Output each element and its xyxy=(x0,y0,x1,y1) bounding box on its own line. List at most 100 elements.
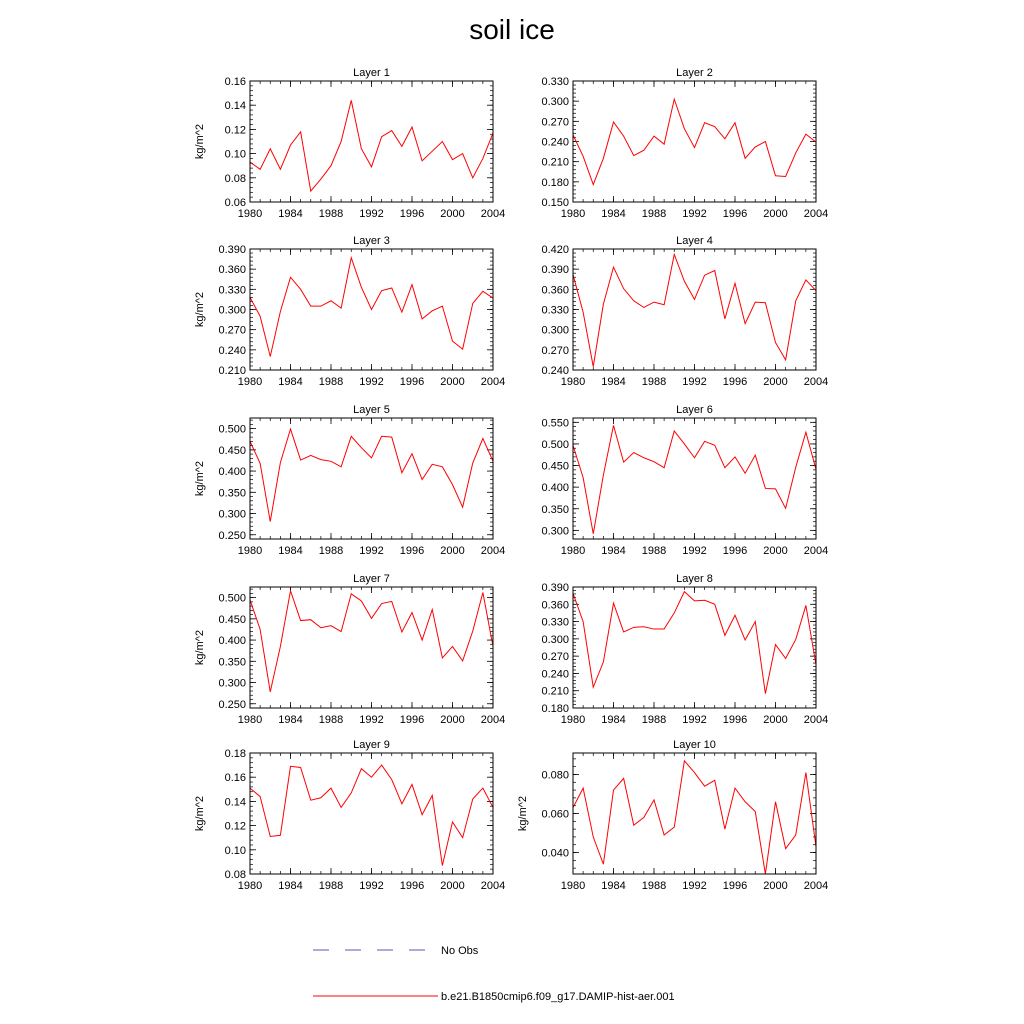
x-tick-label: 1996 xyxy=(400,545,424,557)
y-tick-label: 0.12 xyxy=(225,821,246,833)
x-tick-label: 2004 xyxy=(481,545,505,557)
x-tick-label: 1992 xyxy=(359,208,383,220)
y-tick-label: 0.330 xyxy=(218,284,246,296)
series-line xyxy=(249,588,494,692)
chart-panel-7: Layer 7 1980 1984 1988 1992 1996 2000 2004 0.250… xyxy=(194,573,505,726)
y-tick-label: 0.350 xyxy=(541,504,569,516)
y-tick-label: 0.390 xyxy=(541,264,569,276)
y-tick-label: 0.350 xyxy=(218,487,246,499)
y-tick-label: 0.14 xyxy=(225,796,246,808)
series-line xyxy=(572,97,817,186)
y-tick-label: 0.390 xyxy=(218,244,246,256)
x-tick-label: 2000 xyxy=(440,376,464,388)
x-tick-label: 1988 xyxy=(319,208,343,220)
x-tick-label: 2000 xyxy=(440,714,464,726)
y-tick-label: 0.18 xyxy=(225,748,246,760)
y-tick-label: 0.300 xyxy=(218,509,246,521)
x-tick-label: 2000 xyxy=(763,376,787,388)
x-tick-label: 1980 xyxy=(561,208,585,220)
x-tick-label: 1980 xyxy=(561,880,585,892)
x-tick-label: 1988 xyxy=(642,208,666,220)
x-tick-label: 1992 xyxy=(682,208,706,220)
x-tick-label: 1984 xyxy=(278,714,302,726)
panel-title: Layer 8 xyxy=(676,573,713,585)
x-tick-label: 1996 xyxy=(400,880,424,892)
x-tick-label: 2004 xyxy=(481,880,505,892)
chart-panel-4: Layer 4 1980 1984 1988 1992 1996 2000 2004 0.240… xyxy=(541,235,828,388)
y-tick-label: 0.550 xyxy=(541,417,569,429)
chart-panel-9: Layer 9 1980 1984 1988 1992 1996 2000 2004 0.08 0… xyxy=(194,739,505,892)
x-tick-label: 1984 xyxy=(601,714,625,726)
x-tick-label: 1992 xyxy=(682,545,706,557)
x-tick-label: 1984 xyxy=(601,880,625,892)
y-axis-label: kg/m^2 xyxy=(517,796,529,831)
x-tick-label: 2000 xyxy=(763,880,787,892)
y-tick-label: 0.10 xyxy=(225,149,246,161)
panel-title: Layer 4 xyxy=(676,235,713,247)
x-tick-label: 2000 xyxy=(440,208,464,220)
x-tick-label: 2004 xyxy=(481,714,505,726)
y-tick-label: 0.180 xyxy=(541,177,569,189)
plot-frame xyxy=(572,248,817,371)
series-line xyxy=(249,427,494,522)
y-tick-label: 0.150 xyxy=(541,197,569,209)
y-tick-label: 0.250 xyxy=(218,530,246,542)
x-tick-label: 1996 xyxy=(723,880,747,892)
plot-frame xyxy=(572,586,817,709)
page-title: soil ice xyxy=(469,14,555,45)
y-tick-label: 0.12 xyxy=(225,124,246,136)
x-tick-label: 1980 xyxy=(561,714,585,726)
x-tick-label: 1992 xyxy=(359,376,383,388)
y-tick-label: 0.400 xyxy=(218,635,246,647)
x-tick-label: 1984 xyxy=(601,545,625,557)
y-tick-label: 0.330 xyxy=(541,76,569,88)
x-tick-label: 2000 xyxy=(440,545,464,557)
legend: No Obs b.e21.B1850cmip6.f09_g17.DAMIP-his… xyxy=(313,945,675,1003)
x-tick-label: 2000 xyxy=(763,545,787,557)
y-tick-label: 0.400 xyxy=(218,466,246,478)
chart-panel-10: Layer 10 1980 1984 1988 1992 1996 2000 2004 0.04… xyxy=(517,739,828,892)
chart-panel-1: Layer 1 1980 1984 1988 1992 1996 2000 2004 0.06 0… xyxy=(194,67,505,220)
y-tick-label: 0.360 xyxy=(218,264,246,276)
y-axis-label: kg/m^2 xyxy=(194,292,206,327)
y-tick-label: 0.450 xyxy=(218,614,246,626)
y-tick-label: 0.14 xyxy=(225,100,246,112)
series-line xyxy=(249,764,494,866)
x-tick-label: 1980 xyxy=(561,545,585,557)
y-axis-label: kg/m^2 xyxy=(194,461,206,496)
x-tick-label: 1988 xyxy=(319,714,343,726)
x-tick-label: 1996 xyxy=(400,376,424,388)
y-tick-label: 0.270 xyxy=(541,651,569,663)
x-tick-label: 1980 xyxy=(238,880,262,892)
y-tick-label: 0.16 xyxy=(225,772,246,784)
plot-frame xyxy=(249,417,494,540)
x-tick-label: 1980 xyxy=(238,208,262,220)
y-tick-label: 0.360 xyxy=(541,599,569,611)
panel-title: Layer 3 xyxy=(353,235,390,247)
y-tick-label: 0.270 xyxy=(541,116,569,128)
y-tick-label: 0.060 xyxy=(541,809,569,821)
x-tick-label: 1984 xyxy=(278,376,302,388)
x-tick-label: 1984 xyxy=(278,880,302,892)
x-tick-label: 2004 xyxy=(804,714,828,726)
x-tick-label: 1992 xyxy=(682,880,706,892)
y-tick-label: 0.300 xyxy=(541,634,569,646)
x-tick-label: 1984 xyxy=(601,208,625,220)
y-tick-label: 0.210 xyxy=(218,365,246,377)
y-tick-label: 0.300 xyxy=(218,678,246,690)
y-tick-label: 0.450 xyxy=(218,445,246,457)
y-tick-label: 0.08 xyxy=(225,869,246,881)
y-tick-label: 0.06 xyxy=(225,197,246,209)
y-tick-label: 0.08 xyxy=(225,173,246,185)
x-tick-label: 1984 xyxy=(601,376,625,388)
x-tick-label: 1992 xyxy=(682,714,706,726)
chart-panel-3: Layer 3 1980 1984 1988 1992 1996 2000 2004 0.210… xyxy=(194,235,505,388)
x-tick-label: 2004 xyxy=(804,880,828,892)
series-line xyxy=(572,759,817,875)
plot-frame xyxy=(249,752,494,875)
series-line xyxy=(249,255,494,357)
x-tick-label: 1996 xyxy=(400,714,424,726)
x-tick-label: 1984 xyxy=(278,208,302,220)
series-line xyxy=(572,252,817,367)
chart-panel-6: Layer 6 1980 1984 1988 1992 1996 2000 2004 0.300… xyxy=(541,404,828,557)
